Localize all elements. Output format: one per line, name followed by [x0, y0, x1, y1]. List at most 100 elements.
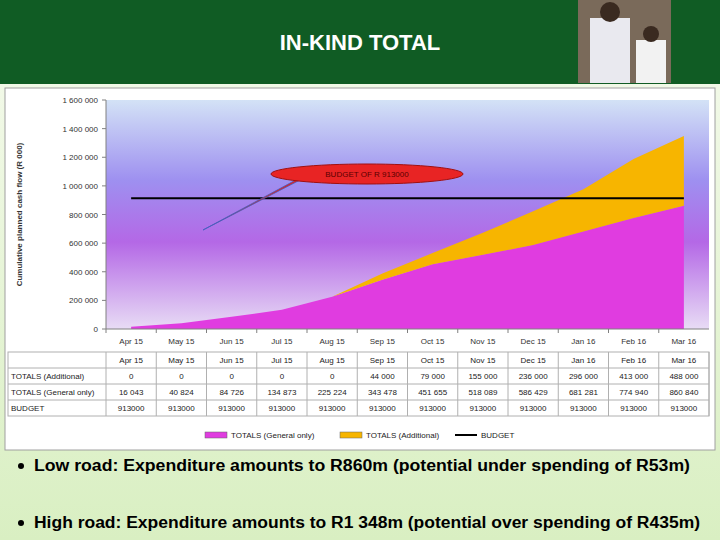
- table-cell: 134 873: [267, 388, 296, 397]
- callout: [271, 164, 463, 184]
- table-rule: [8, 400, 709, 401]
- table-rule: [608, 352, 609, 416]
- table-cell: 0: [179, 372, 184, 381]
- legend-swatch: [455, 434, 477, 436]
- table-header: Jul 15: [271, 356, 293, 365]
- legend: TOTALS (General only)TOTALS (Additional)…: [205, 431, 514, 440]
- table-header: Apr 15: [119, 356, 143, 365]
- table-rule: [156, 352, 157, 416]
- plot-marks: [131, 136, 684, 329]
- x-tick-label: Dec 15: [520, 337, 546, 346]
- y-tick-label: 800 000: [69, 211, 98, 220]
- table-cell: 40 824: [169, 388, 194, 397]
- legend-swatch: [340, 432, 362, 438]
- table-rule: [457, 352, 458, 416]
- table-cell: 913000: [419, 404, 446, 413]
- table-cell: 16 043: [119, 388, 144, 397]
- table-header: Mar 16: [671, 356, 696, 365]
- page: IN-KIND TOTAL0200 000400 000600 000800 0…: [0, 0, 720, 540]
- table-header: Sep 15: [370, 356, 396, 365]
- table-cell: 236 000: [519, 372, 548, 381]
- data-table: Apr 15 May 15 Jun 15 Jul 15 Aug 15 Sep 15 Oct …: [8, 352, 709, 416]
- table-rule: [106, 352, 107, 416]
- table-header: Dec 15: [520, 356, 546, 365]
- photo-bg: [578, 0, 671, 83]
- table-cell: 451 655: [418, 388, 447, 397]
- annotation-text: BUDGET OF R 913000: [325, 170, 409, 179]
- table-rule: [558, 352, 559, 416]
- x-tick: [658, 329, 659, 333]
- y-tick: [102, 100, 106, 101]
- table-cell: 488 000: [669, 372, 698, 381]
- table-cell: 0: [280, 372, 285, 381]
- plot-area: [106, 100, 709, 329]
- annotation: BUDGET OF R 913000: [203, 164, 463, 230]
- y-tick-label: 1 200 000: [62, 153, 98, 162]
- table-rule: [8, 368, 709, 369]
- table-cell: 0: [229, 372, 234, 381]
- table-cell: 84 726: [219, 388, 244, 397]
- x-tick-label: Feb 16: [621, 337, 646, 346]
- y-tick: [102, 214, 106, 215]
- header-photo: [578, 0, 671, 83]
- y-tick-label: 0: [94, 325, 99, 334]
- table-cell: 913000: [671, 404, 698, 413]
- legend-label: BUDGET: [481, 431, 514, 440]
- y-tick-label: 400 000: [69, 268, 98, 277]
- x-tick: [307, 329, 308, 333]
- table-row-label: TOTALS (General only): [11, 388, 95, 397]
- x-tick: [407, 329, 408, 333]
- table-cell: 774 940: [619, 388, 648, 397]
- table-cell: 296 000: [569, 372, 598, 381]
- x-tick: [206, 329, 207, 333]
- x-tick-label: Jun 15: [220, 337, 245, 346]
- table-cell: 681 281: [569, 388, 598, 397]
- note: Low road: Expenditure amounts to R860m (…: [34, 457, 690, 474]
- table-cell: 860 840: [669, 388, 698, 397]
- x-tick-label: Mar 16: [671, 337, 696, 346]
- x-tick: [508, 329, 509, 333]
- table-rule: [8, 384, 709, 385]
- x-tick: [357, 329, 358, 333]
- table-cell: 913000: [570, 404, 597, 413]
- table-cell: 913000: [118, 404, 145, 413]
- x-tick: [106, 329, 107, 333]
- table-header: Oct 15: [421, 356, 445, 365]
- table-rule: [709, 352, 710, 416]
- table-row-label: TOTALS (Additional): [11, 372, 84, 381]
- table-header: Aug 15: [319, 356, 345, 365]
- table-row-label: BUDGET: [11, 404, 44, 413]
- table-cell: 0: [129, 372, 134, 381]
- y-tick-label: 1 000 000: [62, 182, 98, 191]
- y-tick: [102, 329, 106, 330]
- table-header: Nov 15: [470, 356, 496, 365]
- table-header: May 15: [168, 356, 195, 365]
- table-header: Jun 15: [220, 356, 245, 365]
- table-cell: 79 000: [420, 372, 445, 381]
- y-tick: [102, 300, 106, 301]
- table-cell: 913000: [218, 404, 245, 413]
- table-rule: [206, 352, 207, 416]
- x-tick-label: Apr 15: [119, 337, 143, 346]
- x-tick-label: May 15: [168, 337, 195, 346]
- table-header: Jan 16: [571, 356, 596, 365]
- x-tick-label: Jan 16: [571, 337, 596, 346]
- table-cell: 913000: [369, 404, 396, 413]
- background: [0, 0, 720, 540]
- table-rule: [357, 352, 358, 416]
- table-frame: [8, 352, 709, 416]
- x-tick: [608, 329, 609, 333]
- x-tick-label: Nov 15: [470, 337, 496, 346]
- y-tick: [102, 157, 106, 158]
- table-cell: 913000: [319, 404, 346, 413]
- y-tick-label: 1 400 000: [62, 125, 98, 134]
- table-rule: [658, 352, 659, 416]
- x-tick: [457, 329, 458, 333]
- x-tick-label: Jul 15: [271, 337, 293, 346]
- x-tick-label: Oct 15: [421, 337, 445, 346]
- y-axis-label: Cumulative planned cash flow (R 000): [15, 142, 24, 286]
- table-rule: [256, 352, 257, 416]
- table-cell: 155 000: [468, 372, 497, 381]
- photo-figure: [600, 2, 620, 22]
- legend-label: TOTALS (General only): [231, 431, 315, 440]
